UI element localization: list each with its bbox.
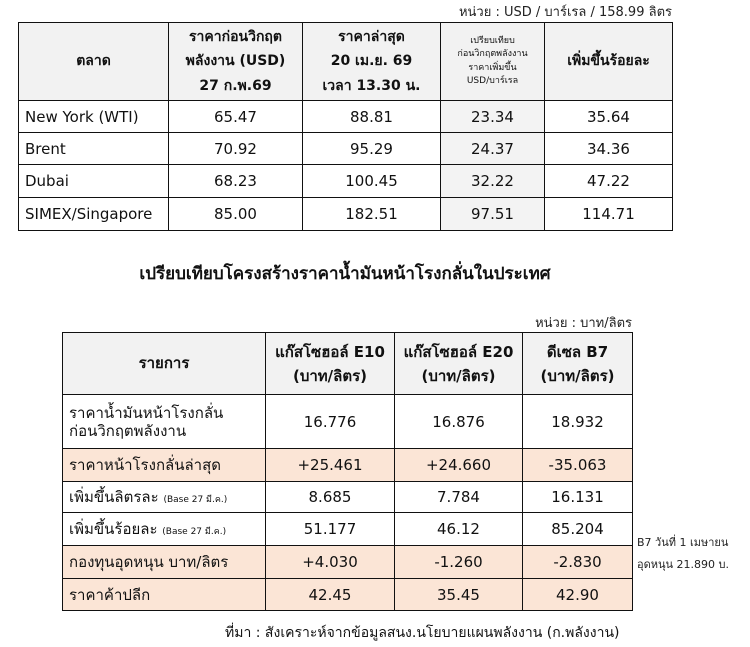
cell-e10: +25.461 [265, 448, 395, 482]
header-b7: ดีเซล B7 (บาท/ลิตร) [522, 332, 633, 395]
crude-price-table: ตลาด ราคาก่อนวิกฤต พลังงาน (USD) 27 ก.พ.69… [18, 22, 673, 231]
table-row: ราคาหน้าโรงกลั่นล่าสุด +25.461 +24.660 -35.… [62, 448, 633, 482]
cell-pct: 34.36 [544, 132, 673, 165]
cell-pre: 65.47 [168, 100, 303, 133]
cell-pct: 47.22 [544, 164, 673, 198]
table-row: กองทุนอุดหนุน บาท/ลิตร +4.030 -1.260 -2.830 [62, 545, 633, 579]
header-change: เปรียบเทียบ ก่อนวิกฤตพลังงาน ราคาเพิ่มขึ้น… [440, 22, 545, 101]
cell-b7: 16.131 [522, 481, 633, 513]
cell-item: เพิ่มขึ้นร้อยละ (Base 27 มี.ค.) [62, 512, 266, 546]
cell-change: 97.51 [440, 197, 545, 231]
cell-item: เพิ่มขึ้นลิตรละ (Base 27 มี.ค.) [62, 481, 266, 513]
table2-unit: หน่วย : บาท/ลิตร [535, 316, 632, 331]
item-label: ราคาน้ำมันหน้าโรงกลั่น [69, 403, 224, 422]
base-note: (Base 27 มี.ค.) [163, 495, 228, 505]
cell-item: กองทุนอุดหนุน บาท/ลิตร [62, 545, 266, 579]
header-pre-crisis: ราคาก่อนวิกฤต พลังงาน (USD) 27 ก.พ.69 [168, 22, 303, 101]
b7-side-note: B7 วันที่ 1 เมษายน อุดหนุน 21.890 บ. [637, 536, 730, 571]
cell-pre: 68.23 [168, 164, 303, 198]
cell-e10: +4.030 [265, 545, 395, 579]
cell-latest: 88.81 [302, 100, 441, 133]
cell-pct: 114.71 [544, 197, 673, 231]
cell-market: Brent [18, 132, 169, 165]
cell-b7: -35.063 [522, 448, 633, 482]
header-market: ตลาด [18, 22, 169, 101]
cell-e20: 46.12 [394, 512, 523, 546]
cell-pre: 70.92 [168, 132, 303, 165]
cell-e20: 16.876 [394, 394, 523, 449]
item-label: เพิ่มขึ้นลิตรละ (Base 27 มี.ค.) [69, 488, 228, 506]
table-row: ราคาน้ำมันหน้าโรงกลั่น ก่อนวิกฤตพลังงาน 16… [62, 394, 633, 449]
table-row: เพิ่มขึ้นร้อยละ (Base 27 มี.ค.) 51.177 46.… [62, 512, 633, 546]
cell-pre: 85.00 [168, 197, 303, 231]
cell-e10: 8.685 [265, 481, 395, 513]
cell-market: Dubai [18, 164, 169, 198]
cell-item: ราคาน้ำมันหน้าโรงกลั่น ก่อนวิกฤตพลังงาน [62, 394, 266, 449]
cell-latest: 95.29 [302, 132, 441, 165]
cell-b7: -2.830 [522, 545, 633, 579]
cell-b7: 18.932 [522, 394, 633, 449]
cell-market: New York (WTI) [18, 100, 169, 133]
cell-e10: 42.45 [265, 578, 395, 611]
cell-change: 24.37 [440, 132, 545, 165]
cell-pct: 35.64 [544, 100, 673, 133]
cell-b7: 85.204 [522, 512, 633, 546]
table-row: SIMEX/Singapore 85.00 182.51 97.51 114.71 [18, 197, 673, 231]
cell-e20: 35.45 [394, 578, 523, 611]
item-label: ราคาหน้าโรงกลั่นล่าสุด [69, 456, 221, 474]
table-row: Dubai 68.23 100.45 32.22 47.22 [18, 164, 673, 198]
cell-b7: 42.90 [522, 578, 633, 611]
cell-change: 23.34 [440, 100, 545, 133]
cell-e20: 7.784 [394, 481, 523, 513]
cell-e20: +24.660 [394, 448, 523, 482]
cell-e10: 51.177 [265, 512, 395, 546]
cell-market: SIMEX/Singapore [18, 197, 169, 231]
table-row: Brent 70.92 95.29 24.37 34.36 [18, 132, 673, 165]
base-note: (Base 27 มี.ค.) [162, 527, 227, 537]
item-label: กองทุนอุดหนุน บาท/ลิตร [69, 553, 229, 571]
item-label: ก่อนวิกฤตพลังงาน [69, 421, 187, 440]
cell-e20: -1.260 [394, 545, 523, 579]
header-latest: ราคาล่าสุด 20 เม.ย. 69 เวลา 13.30 น. [302, 22, 441, 101]
cell-item: ราคาค้าปลีก [62, 578, 266, 611]
item-label: เพิ่มขึ้นร้อยละ (Base 27 มี.ค.) [69, 520, 227, 538]
cell-item: ราคาหน้าโรงกลั่นล่าสุด [62, 448, 266, 482]
header-pct: เพิ่มขึ้นร้อยละ [544, 22, 673, 101]
header-item: รายการ [62, 332, 266, 395]
cell-change: 32.22 [440, 164, 545, 198]
refinery-price-table: รายการ แก๊สโซฮอล์ E10 (บาท/ลิตร) แก๊สโซฮอ… [62, 332, 633, 611]
item-label: ราคาค้าปลีก [69, 585, 151, 604]
header-e20: แก๊สโซฮอล์ E20 (บาท/ลิตร) [394, 332, 523, 395]
source-note: ที่มา : สังเคราะห์จากข้อมูลสนง.นโยบายแผน… [225, 625, 620, 641]
table-row: New York (WTI) 65.47 88.81 23.34 35.64 [18, 100, 673, 133]
cell-latest: 100.45 [302, 164, 441, 198]
header-e10: แก๊สโซฮอล์ E10 (บาท/ลิตร) [265, 332, 395, 395]
table1-unit: หน่วย : USD / บาร์เรล / 158.99 ลิตร [458, 5, 672, 20]
section-title: เปรียบเทียบโครงสร้างราคาน้ำมันหน้าโรงกลั… [139, 264, 551, 284]
cell-e10: 16.776 [265, 394, 395, 449]
table-row: ราคาค้าปลีก 42.45 35.45 42.90 [62, 578, 633, 611]
cell-latest: 182.51 [302, 197, 441, 231]
table-row: เพิ่มขึ้นลิตรละ (Base 27 มี.ค.) 8.685 7.78… [62, 481, 633, 513]
